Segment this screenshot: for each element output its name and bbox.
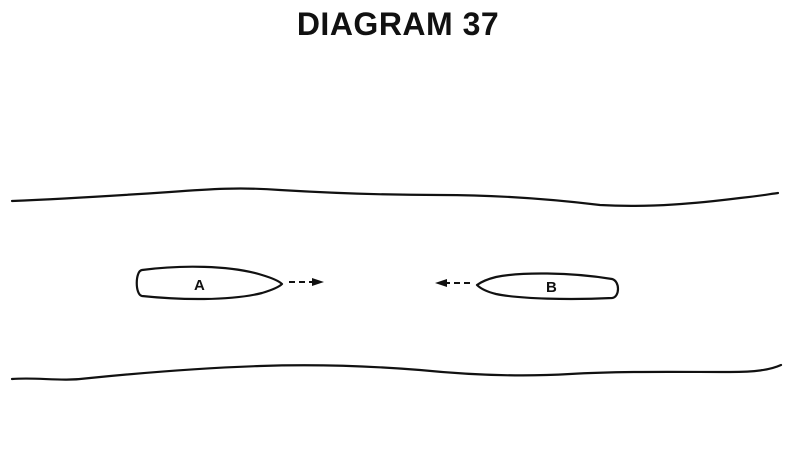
- vessel-a-label: A: [194, 277, 205, 294]
- vessel-a-hull: [135, 265, 284, 301]
- vessel-a-heading-arrow: [289, 278, 324, 286]
- vessel-b-hull: [475, 272, 620, 301]
- vessel-b-label: B: [546, 279, 557, 296]
- channel-lower-bank: [10, 363, 783, 381]
- vessel-a: A: [135, 265, 324, 301]
- vessel-b-heading-arrow: [435, 279, 470, 287]
- vessel-b: B: [435, 272, 620, 301]
- channel-upper-bank: [10, 187, 780, 207]
- diagram-title: DIAGRAM 37: [296, 6, 500, 42]
